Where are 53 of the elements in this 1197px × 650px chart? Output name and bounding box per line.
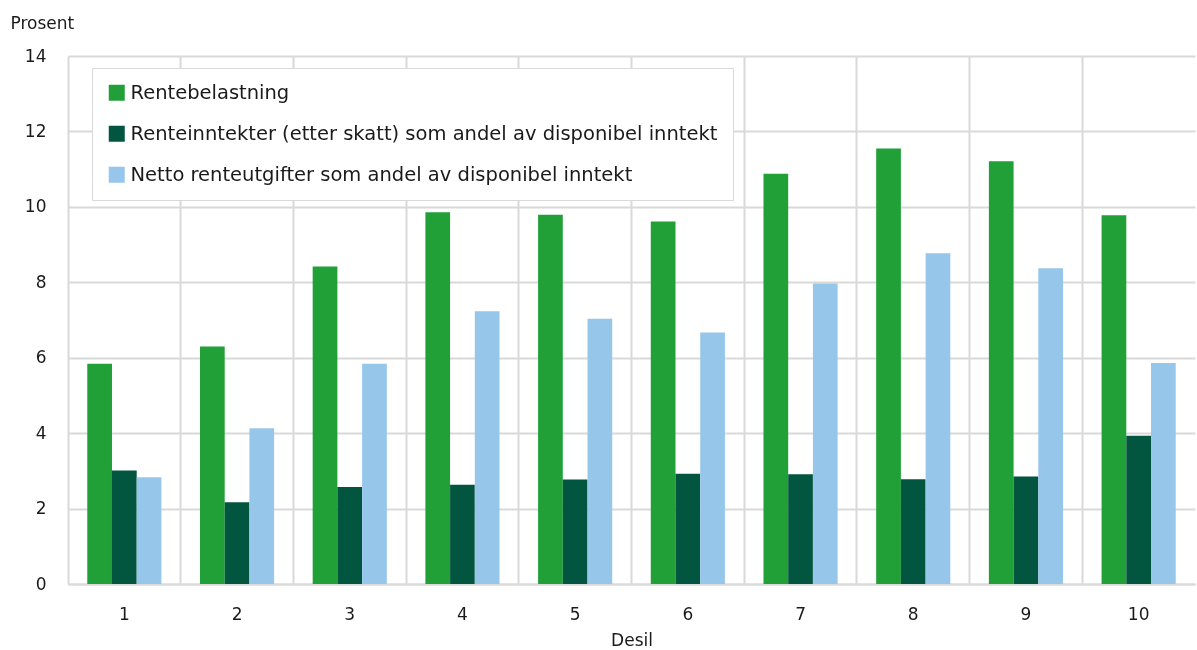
- y-tick-label: 12: [24, 120, 47, 141]
- legend-label: Rentebelastning: [130, 80, 290, 104]
- x-tick-label: 9: [1020, 603, 1032, 624]
- bar: [1038, 268, 1064, 584]
- bar: [587, 318, 613, 584]
- bar: [925, 253, 951, 584]
- bar: [763, 173, 789, 584]
- bar: [111, 470, 137, 584]
- bar: [199, 346, 225, 584]
- y-tick-label: 6: [35, 347, 47, 368]
- y-axis-title: Prosent: [10, 12, 75, 33]
- bar: [450, 484, 475, 584]
- bar: [876, 148, 901, 584]
- bar: [988, 161, 1014, 584]
- x-tick-label: 5: [569, 603, 581, 624]
- x-tick-label: 6: [682, 603, 694, 624]
- bar: [425, 212, 451, 584]
- x-tick-label: 3: [344, 603, 356, 624]
- x-tick-label: 8: [907, 603, 919, 624]
- bar: [1151, 362, 1176, 584]
- bar: [1126, 435, 1152, 584]
- y-tick-label: 2: [35, 498, 47, 519]
- x-tick-label: 10: [1127, 603, 1150, 624]
- bar: [474, 311, 500, 584]
- bar: [312, 266, 338, 584]
- bar: [224, 502, 250, 584]
- bar: [788, 474, 813, 584]
- bar: [650, 221, 676, 584]
- bar: [675, 473, 701, 584]
- x-axis-title: Desil: [611, 629, 653, 650]
- bar: [812, 283, 838, 584]
- bar: [1101, 215, 1127, 584]
- x-tick-label: 4: [457, 603, 468, 624]
- x-tick-label: 1: [118, 603, 130, 624]
- y-tick-label: 14: [24, 45, 47, 66]
- bar: [362, 363, 387, 584]
- bar: [136, 477, 162, 584]
- bar: [538, 214, 563, 584]
- bar: [900, 479, 926, 584]
- y-tick-label: 0: [35, 573, 47, 594]
- bar: [87, 363, 112, 584]
- bar: [700, 332, 725, 584]
- y-tick-label: 10: [24, 196, 47, 217]
- bar: [1013, 476, 1039, 584]
- bar: [562, 479, 588, 584]
- y-tick-label: 4: [35, 422, 47, 443]
- y-tick-label: 8: [35, 271, 47, 292]
- legend-label: Renteinntekter (etter skatt) som andel av disponibel inntekt: [130, 121, 718, 145]
- x-tick-label: 2: [231, 603, 243, 624]
- legend-label: Netto renteutgifter som andel av disponibel inntekt: [130, 162, 633, 186]
- bar: [337, 487, 363, 584]
- x-tick-label: 7: [795, 603, 806, 624]
- bar: [249, 428, 275, 584]
